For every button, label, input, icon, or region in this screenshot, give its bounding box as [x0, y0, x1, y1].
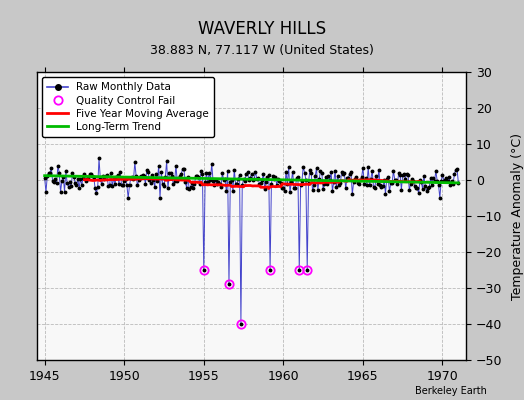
Text: WAVERLY HILLS: WAVERLY HILLS — [198, 20, 326, 38]
Y-axis label: Temperature Anomaly (°C): Temperature Anomaly (°C) — [511, 132, 524, 300]
Legend: Raw Monthly Data, Quality Control Fail, Five Year Moving Average, Long-Term Tren: Raw Monthly Data, Quality Control Fail, … — [42, 77, 214, 137]
Text: 38.883 N, 77.117 W (United States): 38.883 N, 77.117 W (United States) — [150, 44, 374, 57]
Text: Berkeley Earth: Berkeley Earth — [416, 386, 487, 396]
